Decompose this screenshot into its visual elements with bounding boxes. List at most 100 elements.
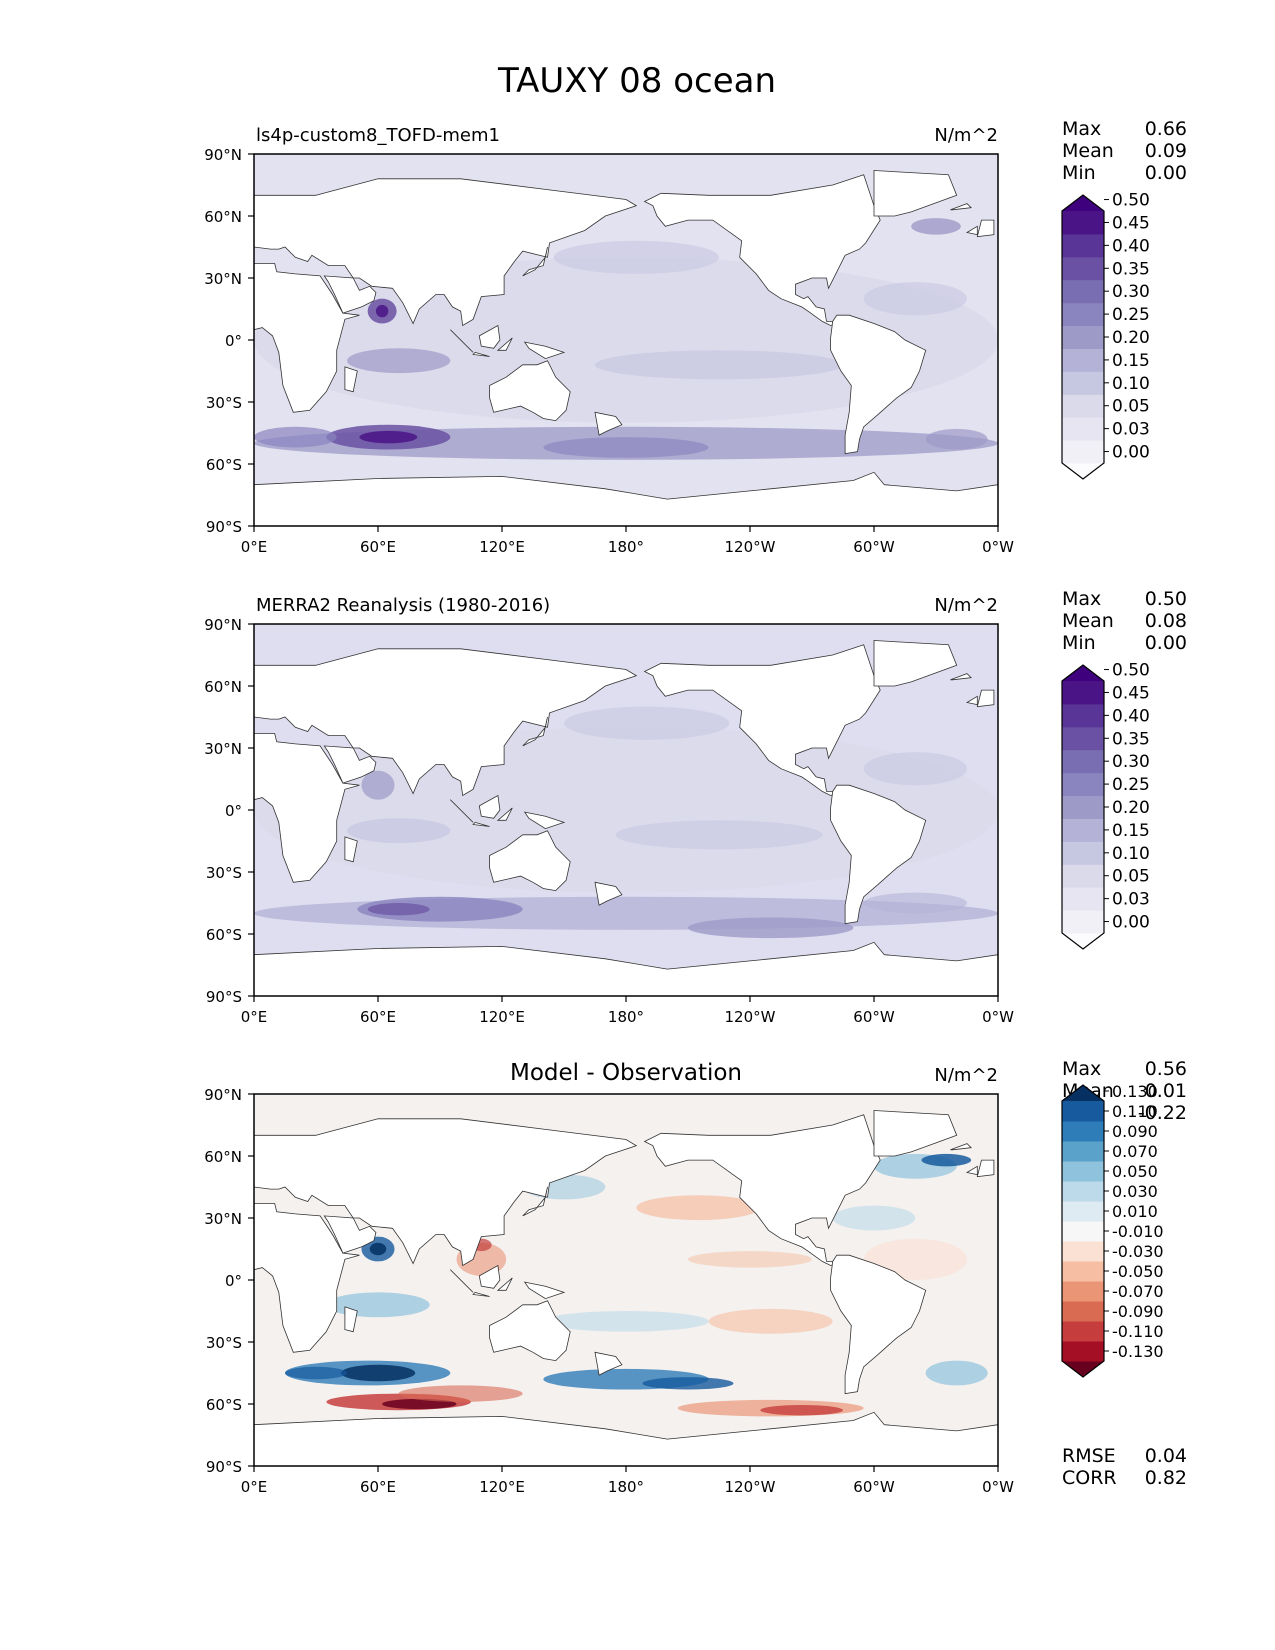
coastline-7 [254,471,998,526]
lat-tick-label: 60°N [204,208,242,226]
lat-tick-label: 30°S [206,1334,242,1352]
coastline-10 [450,1269,474,1293]
lat-axis: 90°N 60°N 30°N 0° 30°S 60°S 90°S [204,1086,254,1476]
colorbar-segment [1062,256,1104,281]
field-contour-7 [375,304,389,318]
colorbar-segment [1062,795,1104,819]
field-contour-10 [760,1405,844,1416]
coastline-2 [323,275,377,314]
stat-mean-value: 0.09 [1145,140,1187,162]
lon-tick-label: 0°W [982,538,1014,556]
colorbar-extend-max [1062,665,1104,681]
lon-tick-label: 60°W [853,1008,895,1026]
stat-min-value: -0.22 [1138,1102,1187,1124]
colorbar-segment [1062,1261,1104,1282]
lat-tick-label: 60°S [206,1396,242,1414]
map-field [254,1094,998,1466]
coastline-6 [873,640,958,687]
coastline-1 [254,648,638,797]
field-contour-20 [921,1153,972,1167]
stat-min-value: 0.00 [1145,632,1187,654]
stat-max-label: Max [1062,588,1101,610]
colorbar-segment [1062,279,1104,304]
lat-tick-label: 60°S [206,456,242,474]
panel-model: ls4p-custom8_TOFD-mem1 N/m^2 90°N 60°N 30°… [204,118,1187,556]
colorbar-segment [1062,772,1104,797]
lat-axis: 90°N 60°N 30°N 0° 30°S 60°S 90°S [204,616,254,1006]
coastline-17 [965,1165,978,1176]
colorbar-tick-label: 0.45 [1112,213,1150,233]
coastline-15 [344,366,358,393]
panel-difference: Model - Observation N/m^2 90°N 60°N 30°N 0°… [204,1058,1187,1496]
colorbar-segment [1062,211,1104,235]
lat-tick-label: 30°S [206,864,242,882]
lat-tick-label: 60°N [204,678,242,696]
colorbar-tick-label: 0.35 [1112,259,1150,279]
field-contour-21 [925,1360,988,1386]
coastline-9 [523,1281,566,1300]
lat-tick-label: 30°N [204,270,242,288]
stat-max-value: 0.66 [1145,118,1187,140]
colorbar-segment [1062,1201,1104,1222]
coastline-15 [344,836,358,863]
field-contour-4 [688,917,854,939]
lat-tick-label: 30°N [204,740,242,758]
coastline-10 [450,799,474,823]
coastline-8 [594,881,623,906]
lon-tick-label: 60°E [360,538,396,556]
stat-max-value: 0.56 [1145,1058,1187,1080]
coastline-14 [522,716,548,747]
colorbar-tick-label: 0.35 [1112,729,1150,749]
colorbar-tick-label: 0.15 [1112,351,1150,371]
lon-tick-label: 120°W [725,538,776,556]
colorbar-segment [1062,1281,1104,1302]
colorbar-segment [1062,1221,1104,1242]
colorbar-segment [1062,417,1104,441]
field-contour-0 [254,727,998,893]
field-contour-5 [361,770,395,800]
coastline-7 [254,941,998,996]
field-contour-11 [326,1292,430,1318]
lat-tick-label: 90°S [206,1458,242,1476]
field-contour-23 [832,1205,916,1231]
stat-mean-value: 0.01 [1145,1080,1187,1102]
stat-max-label: Max [1062,1058,1101,1080]
stat-mean-label: Mean [1062,610,1114,632]
coastline-16 [976,219,995,238]
coastline-5 [830,314,927,455]
colorbar-tick-label: 0.00 [1112,913,1150,933]
coastline-15 [344,1306,358,1333]
field-contour-16 [636,1195,761,1221]
coastline-10 [450,329,474,353]
stat-min-label: Min [1062,632,1096,654]
colorbar-segment [1062,371,1104,395]
lat-tick-label: 0° [225,332,242,350]
colorbar-outline [1061,194,1105,480]
colorbar-tick-label: 0.20 [1112,798,1150,818]
stat-mean-value: 0.08 [1145,610,1187,632]
field-contour-18 [708,1308,833,1334]
field-contour-8 [642,1377,734,1390]
coastline-17 [965,695,978,706]
colorbar-tick-label: 0.010 [1112,1202,1158,1221]
colorbar-segment [1062,394,1104,418]
colorbar-tick-label: 0.25 [1112,775,1150,795]
colorbar-segment [1062,1101,1104,1122]
coastline-13 [496,1277,513,1291]
colorbar-outline [1061,664,1105,950]
colorbar-segment [1062,1341,1104,1362]
colorbar-segment [1062,910,1104,934]
coastline-0 [254,710,360,883]
coastline-1 [254,178,638,327]
coastline-7 [254,1411,998,1466]
lat-tick-label: 90°N [204,616,242,634]
colorbar-segment [1062,302,1104,327]
colorbar-tick-label: -0.030 [1112,1242,1164,1261]
field-contour-0 [254,257,998,423]
lon-tick-label: 120°E [479,1478,525,1496]
lon-axis: 0°E 60°E 120°E 180° 120°W 60°W 0°W [241,526,1014,556]
lat-tick-label: 0° [225,802,242,820]
colorbar-extend-max [1062,195,1104,211]
colorbar-segment [1062,233,1104,258]
lat-tick-label: 90°S [206,988,242,1006]
